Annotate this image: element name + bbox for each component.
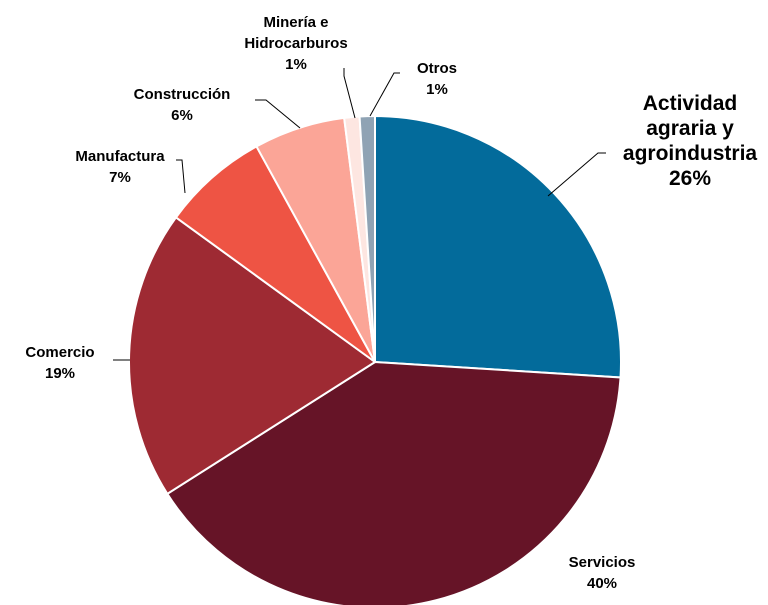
pie-slice [358, 114, 376, 363]
slice-label: Manufactura 7% [75, 148, 165, 186]
slice-percent: 40% [587, 575, 617, 592]
slice-label: Minería e Hidrocarburos 1% [244, 14, 347, 73]
slice-percent: 6% [171, 107, 193, 124]
slice-name: Hidrocarburos [244, 35, 347, 52]
leader-line [547, 152, 606, 197]
pie-slice [174, 145, 376, 363]
leader-line [343, 68, 356, 119]
slice-percent: 1% [426, 81, 448, 98]
slice-name: Servicios [569, 554, 636, 571]
slice-percent: 7% [109, 169, 131, 186]
leader-lines [113, 68, 606, 361]
pie-slices [128, 114, 622, 605]
slice-label: Actividad agraria y agroindustria 26% [623, 92, 758, 190]
slice-name: agraria y [646, 117, 734, 140]
slice-percent: 1% [285, 56, 307, 73]
slice-percent: 26% [669, 167, 711, 190]
slice-label: Comercio 19% [25, 344, 94, 382]
pie-slice [128, 216, 377, 496]
slice-label: Servicios 40% [569, 554, 636, 592]
slice-name: agroindustria [623, 142, 758, 165]
leader-line [369, 72, 400, 117]
slice-name: Construcción [134, 86, 231, 103]
slice-name: Comercio [25, 344, 94, 361]
leader-line [176, 159, 186, 194]
slice-name: Minería e [263, 14, 328, 31]
leader-line [255, 99, 301, 129]
slice-label: Otros 1% [417, 60, 457, 98]
slice-percent: 19% [45, 365, 75, 382]
slice-labels: Actividad agraria y agroindustria 26% Servic… [25, 14, 757, 592]
slice-name: Manufactura [75, 148, 165, 165]
pie-slice [374, 114, 622, 379]
slice-name: Actividad [643, 92, 738, 115]
slice-label: Construcción 6% [134, 86, 231, 124]
slice-name: Otros [417, 60, 457, 77]
